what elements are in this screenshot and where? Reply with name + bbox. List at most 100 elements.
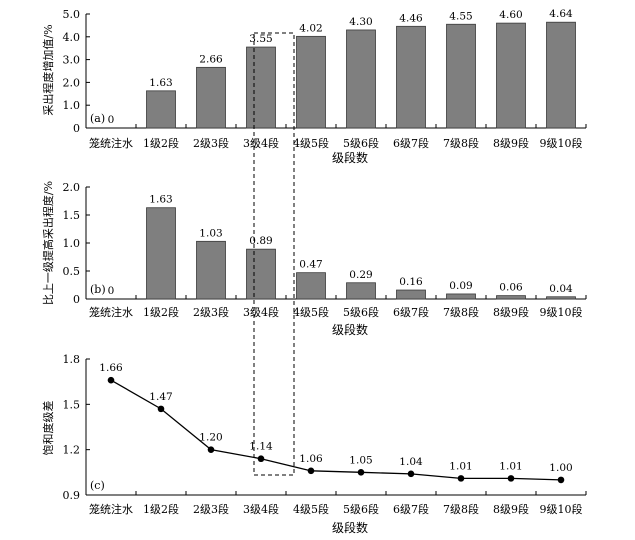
x-tick-label: 7级8段 (443, 305, 479, 319)
x-tick-label: 3级4段 (243, 136, 279, 150)
bar (296, 35, 326, 129)
data-label: 0 (108, 285, 115, 297)
data-point (557, 476, 565, 484)
panel-a-xticks: 笼统注水 1级2段 2级3段 3级4段 4级5段 5级6段 6级7段 7级8段 8级9段 9级10… (89, 124, 587, 150)
data-point (307, 467, 315, 475)
data-label: 0.89 (249, 235, 272, 247)
data-label: 1.14 (249, 441, 273, 453)
panel-c-ylabel: 饱和度级差 (41, 401, 55, 456)
data-point (107, 376, 115, 384)
x-tick-label: 7级8段 (443, 136, 479, 150)
panel-a-yticks: 0 1.0 2.0 3.0 4.0 5.0 (63, 8, 90, 135)
data-label: 0.09 (449, 280, 472, 292)
data-label: 1.01 (499, 460, 522, 472)
data-point (507, 475, 515, 482)
bar (196, 66, 226, 129)
bar (396, 289, 426, 300)
x-tick-label: 4级5段 (293, 136, 329, 150)
data-point (357, 469, 365, 476)
panel-b-xlabel: 级段数 (332, 322, 368, 337)
data-point (157, 405, 165, 413)
data-label: 1.04 (399, 456, 423, 468)
data-label: 2.66 (199, 53, 223, 65)
data-label: 1.06 (299, 453, 323, 465)
x-tick-label: 6级7段 (393, 136, 429, 150)
series-line (110, 379, 562, 481)
bar (446, 293, 476, 300)
data-label: 0.29 (349, 269, 372, 281)
data-label: 1.01 (449, 460, 472, 472)
y-tick-label: 0.9 (63, 489, 81, 502)
data-label: 1.00 (549, 462, 572, 474)
data-label: 4.55 (449, 10, 472, 22)
x-tick-label: 5级6段 (343, 305, 379, 319)
bar (246, 248, 276, 300)
panel-b-label: (b) (90, 283, 106, 296)
x-tick-label: 9级10段 (540, 305, 583, 319)
x-tick-label: 5级6段 (343, 502, 379, 516)
panel-c-yticks: 0.9 1.2 1.5 1.8 (63, 353, 90, 502)
y-tick-label: 4.0 (63, 31, 81, 44)
data-label: 1.63 (149, 194, 172, 206)
x-tick-label: 1级2段 (143, 136, 179, 150)
x-tick-label: 9级10段 (540, 136, 583, 150)
panel-b: 01.631.030.890.470.290.16 0.09 0.06 0.04 00… (41, 181, 587, 337)
x-tick-label: 笼统注水 (89, 136, 133, 150)
data-label: 3.55 (249, 33, 272, 45)
x-tick-label: 8级9段 (493, 136, 529, 150)
data-label: 1.47 (149, 391, 172, 403)
bar (196, 240, 226, 300)
bar (396, 25, 426, 129)
y-tick-label: 0 (73, 293, 80, 306)
x-tick-label: 4级5段 (293, 305, 329, 319)
bar (346, 29, 376, 129)
bar (346, 282, 376, 300)
x-tick-label: 3级4段 (243, 305, 279, 319)
x-tick-label: 笼统注水 (89, 305, 133, 319)
data-label: 0.04 (549, 283, 573, 295)
panel-c: 1.66 1.47 1.20 1.14 1.06 1.05 1.04 1.01 1.01 1.00… (41, 353, 587, 535)
x-tick-label: 6级7段 (393, 502, 429, 516)
data-label: 0.47 (299, 259, 322, 271)
x-tick-label: 8级9段 (493, 502, 529, 516)
y-tick-label: 3.0 (63, 54, 81, 67)
highlight-box (253, 32, 295, 476)
x-tick-label: 6级7段 (393, 305, 429, 319)
data-label: 0 (108, 114, 115, 126)
y-tick-label: 1.0 (63, 99, 81, 112)
data-label: 4.30 (349, 16, 372, 28)
panel-a-ylabel: 采出程度增加值/% (41, 24, 55, 115)
y-tick-label: 0 (73, 122, 80, 135)
x-tick-label: 2级3段 (193, 305, 229, 319)
y-tick-label: 5.0 (63, 8, 81, 21)
bar (546, 21, 576, 129)
data-label: 4.60 (499, 9, 522, 21)
x-tick-label: 1级2段 (143, 502, 179, 516)
x-tick-label: 1级2段 (143, 305, 179, 319)
x-tick-label: 3级4段 (243, 502, 279, 516)
data-label: 1.20 (199, 432, 222, 444)
data-label: 0.16 (399, 276, 423, 288)
x-tick-label: 笼统注水 (89, 502, 133, 516)
y-tick-label: 2.0 (63, 181, 81, 194)
bar (146, 207, 176, 300)
y-tick-label: 1.2 (63, 444, 81, 457)
x-tick-label: 2级3段 (193, 502, 229, 516)
bar (446, 23, 476, 129)
panel-b-yticks: 0 0.5 1.0 1.5 2.0 (63, 181, 90, 306)
panel-a-label: (a) (90, 112, 105, 125)
data-point (407, 470, 415, 478)
y-tick-label: 1.8 (63, 353, 81, 366)
panel-c-xticks: 笼统注水 1级2段 2级3段 3级4段 4级5段 5级6段 6级7段 7级8段 8级9段 9级10… (89, 491, 587, 516)
x-tick-label: 4级5段 (293, 502, 329, 516)
y-tick-label: 2.0 (63, 76, 81, 89)
panel-c-xlabel: 级段数 (332, 520, 368, 535)
panel-a-xlabel: 级段数 (332, 150, 368, 165)
x-tick-label: 8级9段 (493, 305, 529, 319)
bar (546, 296, 576, 300)
data-label: 1.05 (349, 454, 372, 466)
panel-a-marks: 0 1.63 2.66 3.55 4.02 4.30 4.46 4.55 4.60 4.64 (85, 8, 586, 129)
bar (496, 295, 526, 300)
data-point (207, 446, 215, 453)
